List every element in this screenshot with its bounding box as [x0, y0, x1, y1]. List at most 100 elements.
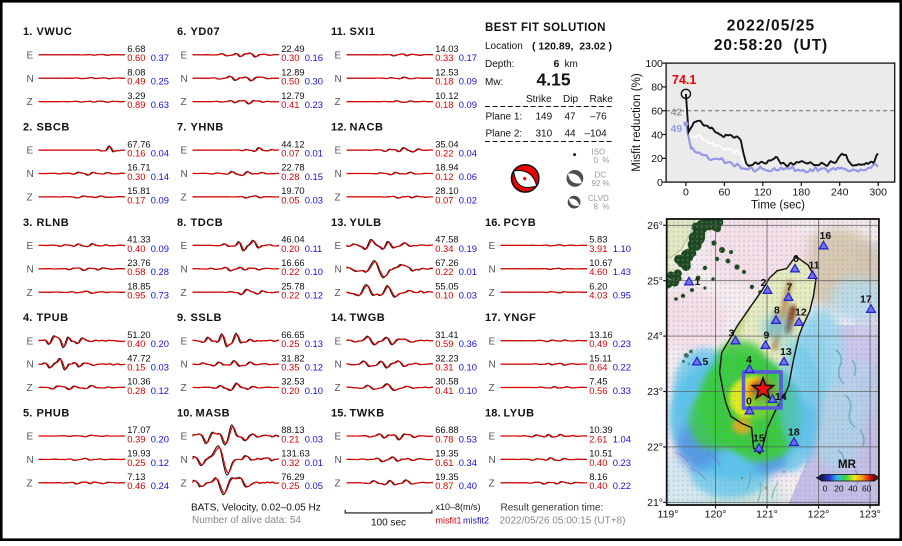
svg-text:0.14: 0.14 — [151, 171, 169, 182]
svg-text:0.03: 0.03 — [305, 433, 323, 444]
svg-text:0.87: 0.87 — [435, 480, 453, 491]
svg-text:0: 0 — [746, 396, 752, 408]
svg-text:0.34: 0.34 — [435, 243, 453, 254]
svg-text:25.78: 25.78 — [281, 280, 304, 291]
svg-text:CLVD: CLVD — [588, 194, 609, 203]
svg-text:E: E — [181, 50, 188, 61]
svg-text:123°: 123° — [859, 509, 881, 521]
svg-text:25°: 25° — [647, 275, 663, 287]
svg-text:0.46: 0.46 — [127, 480, 145, 491]
svg-text:0.22: 0.22 — [281, 266, 299, 277]
svg-text:0.89: 0.89 — [127, 99, 145, 110]
svg-text:3.91: 3.91 — [589, 243, 607, 254]
svg-text:0.15: 0.15 — [127, 362, 145, 373]
svg-text:7.45: 7.45 — [589, 376, 607, 387]
svg-text:0.13: 0.13 — [305, 338, 323, 349]
svg-text:N: N — [181, 264, 188, 275]
svg-text:0.49: 0.49 — [127, 76, 145, 87]
svg-text:4.15: 4.15 — [537, 70, 571, 90]
svg-text:0.30: 0.30 — [127, 171, 145, 182]
svg-text:0.09: 0.09 — [459, 76, 477, 87]
svg-text:YD07: YD07 — [191, 26, 221, 38]
svg-text:0.16: 0.16 — [127, 148, 145, 159]
svg-text:0.20: 0.20 — [281, 385, 299, 396]
svg-text:N: N — [181, 455, 188, 466]
svg-text:44: 44 — [565, 129, 577, 140]
svg-text:0.73: 0.73 — [151, 290, 169, 301]
svg-text:120: 120 — [754, 187, 772, 199]
svg-text:LYUB: LYUB — [504, 407, 535, 419]
svg-text:TDCB: TDCB — [191, 217, 224, 229]
svg-text:47: 47 — [565, 112, 577, 123]
svg-text:32.23: 32.23 — [435, 352, 458, 363]
svg-text:YHNB: YHNB — [191, 122, 224, 134]
svg-text:0.19: 0.19 — [459, 243, 477, 254]
svg-text:N: N — [181, 169, 188, 180]
svg-text:Result generation time:: Result generation time: — [501, 503, 604, 514]
svg-text:2: 2 — [761, 277, 767, 289]
svg-text:0.25: 0.25 — [281, 338, 299, 349]
svg-text:41.33: 41.33 — [127, 234, 150, 245]
svg-text:0.78: 0.78 — [435, 433, 453, 444]
svg-text:11: 11 — [809, 260, 820, 272]
svg-text:6: 6 — [554, 58, 560, 70]
svg-text:10.36: 10.36 — [127, 376, 150, 387]
svg-text:0: 0 — [823, 484, 828, 494]
svg-text:13.: 13. — [331, 217, 347, 229]
svg-text:1.: 1. — [23, 26, 32, 38]
svg-text:0.40: 0.40 — [589, 457, 607, 468]
svg-text:0.02: 0.02 — [459, 194, 477, 205]
svg-text:149: 149 — [536, 112, 553, 123]
svg-text:misfit2: misfit2 — [463, 516, 489, 526]
svg-text:0.95: 0.95 — [613, 290, 631, 301]
svg-text:PCYB: PCYB — [504, 217, 537, 229]
svg-text:22.78: 22.78 — [281, 162, 304, 173]
svg-text:N: N — [27, 169, 34, 180]
svg-text:0.40: 0.40 — [127, 243, 145, 254]
svg-text:0.10: 0.10 — [459, 385, 477, 396]
svg-text:47.58: 47.58 — [435, 234, 458, 245]
svg-text:Z: Z — [27, 383, 33, 394]
svg-text:14: 14 — [775, 391, 787, 403]
svg-text:0.06: 0.06 — [459, 171, 477, 182]
svg-text:6.: 6. — [177, 26, 186, 38]
svg-text:17.07: 17.07 — [127, 424, 150, 435]
svg-text:8.08: 8.08 — [127, 66, 145, 77]
svg-text:0.17: 0.17 — [127, 194, 145, 205]
svg-text:YULB: YULB — [350, 217, 382, 229]
svg-text:0.41: 0.41 — [435, 385, 453, 396]
svg-text:0.07: 0.07 — [281, 148, 299, 159]
svg-text:Plane 1:: Plane 1: — [486, 112, 523, 123]
svg-text:0.22: 0.22 — [435, 148, 453, 159]
svg-text:10.12: 10.12 — [435, 90, 458, 101]
svg-text:Z: Z — [489, 288, 495, 299]
svg-text:0.34: 0.34 — [459, 457, 477, 468]
svg-text:18: 18 — [788, 427, 800, 439]
svg-text:N: N — [335, 360, 342, 371]
svg-text:18.94: 18.94 — [435, 162, 458, 173]
svg-text:18.85: 18.85 — [127, 280, 150, 291]
svg-text:x10–8(m/s): x10–8(m/s) — [436, 502, 481, 512]
svg-text:N: N — [335, 455, 342, 466]
svg-text:15.: 15. — [331, 407, 347, 419]
svg-text:N: N — [335, 74, 342, 85]
svg-text:E: E — [27, 146, 34, 157]
svg-text:15: 15 — [753, 433, 765, 445]
svg-text:N: N — [27, 74, 34, 85]
svg-text:Depth:: Depth: — [485, 59, 514, 70]
svg-text:Z: Z — [335, 97, 341, 108]
svg-text:0.10: 0.10 — [435, 290, 453, 301]
svg-text:0.03: 0.03 — [305, 194, 323, 205]
svg-text:E: E — [335, 50, 342, 61]
svg-text:22.49: 22.49 — [281, 43, 304, 54]
svg-text:E: E — [181, 241, 188, 252]
svg-text:66.65: 66.65 — [281, 329, 304, 340]
svg-text:Z: Z — [489, 383, 495, 394]
svg-text:ISO: ISO — [592, 148, 606, 157]
svg-text:60: 60 — [651, 106, 663, 118]
svg-text:0.61: 0.61 — [435, 457, 453, 468]
svg-text:N: N — [27, 264, 34, 275]
svg-text:10.51: 10.51 — [589, 448, 612, 459]
svg-text:Location: Location — [485, 41, 523, 52]
svg-text:120°: 120° — [705, 509, 727, 521]
